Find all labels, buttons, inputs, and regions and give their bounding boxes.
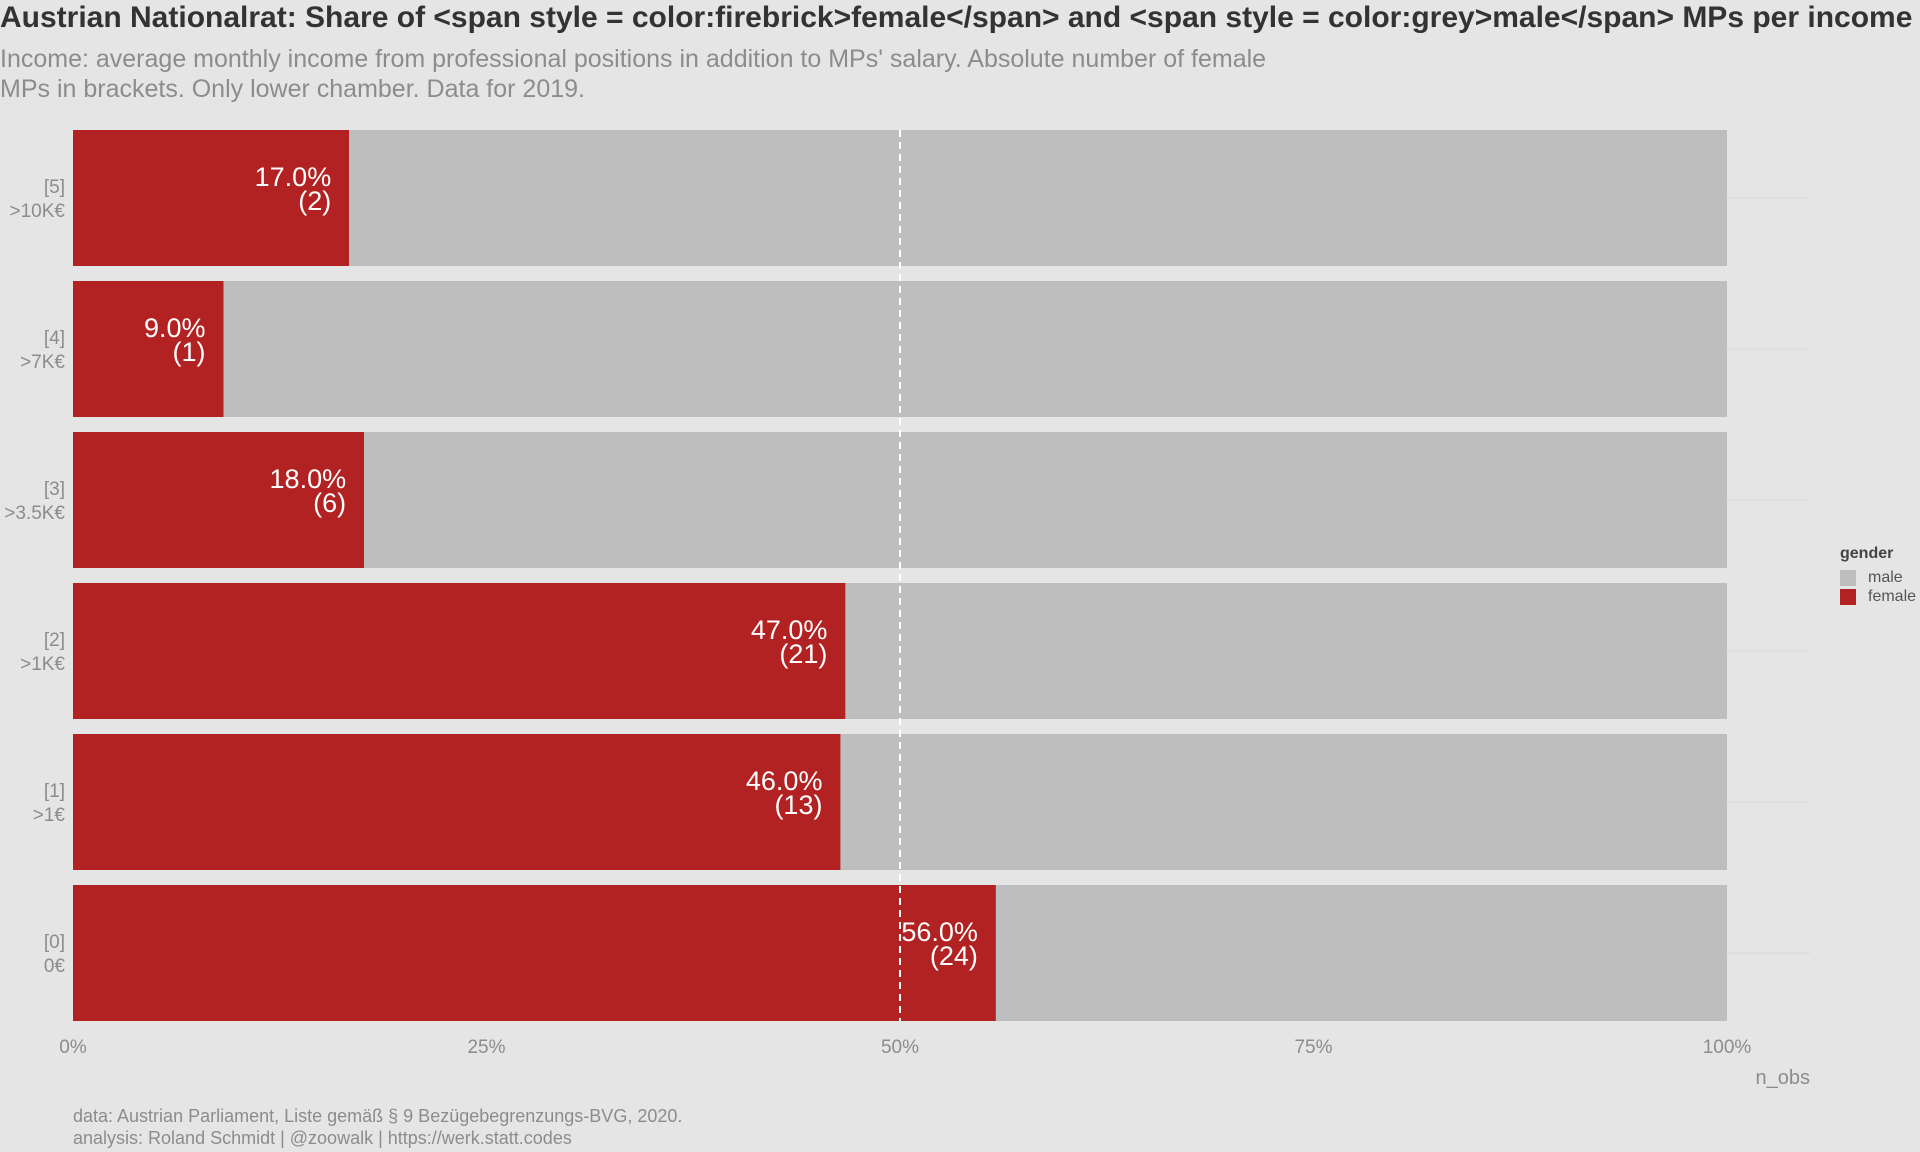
data-label-pct-0: 17.0%	[255, 162, 332, 192]
legend-item-male: male	[1840, 568, 1916, 587]
bar-female-5	[73, 885, 996, 1021]
y-tick-code-3: [2]	[44, 630, 65, 651]
x-axis-title: n_obs	[1756, 1067, 1811, 1089]
x-tick-label-3: 75%	[1294, 1037, 1332, 1058]
bar-female-3	[73, 583, 846, 719]
caption-line-data: data: Austrian Parliament, Liste gemäß §…	[73, 1106, 683, 1126]
y-tick-label-2: >3.5K€	[4, 503, 65, 524]
data-label-count-5: (24)	[930, 941, 978, 971]
bar-male-1	[223, 281, 1727, 417]
data-label-count-2: (6)	[313, 488, 346, 518]
y-tick-code-2: [3]	[44, 479, 65, 500]
legend-key-female	[1840, 588, 1856, 605]
data-label-pct-1: 9.0%	[144, 313, 206, 343]
y-tick-label-3: >1K€	[20, 654, 65, 675]
chart-subtitle: Income: average monthly income from prof…	[0, 45, 1267, 103]
data-label-pct-4: 46.0%	[746, 766, 823, 796]
legend-title: gender	[1840, 545, 1894, 562]
legend-label-female: female	[1868, 587, 1917, 605]
bar-female-2	[73, 432, 365, 568]
x-tick-label-0: 0%	[59, 1037, 87, 1058]
data-label-pct-2: 18.0%	[270, 464, 347, 494]
chart-title: Austrian Nationalrat: Share of <span sty…	[0, 1, 1920, 34]
bar-female-0	[73, 130, 350, 266]
y-tick-label-1: >7K€	[20, 352, 65, 373]
y-tick-label-4: >1€	[33, 805, 66, 826]
x-tick-label-1: 25%	[467, 1037, 505, 1058]
caption-line-analysis: analysis: Roland Schmidt | @zoowalk | ht…	[73, 1128, 572, 1148]
bar-female-4	[73, 734, 841, 870]
data-label-pct-5: 56.0%	[901, 917, 978, 947]
y-tick-code-5: [0]	[44, 932, 65, 953]
y-tick-code-0: [5]	[44, 177, 65, 198]
caption: data: Austrian Parliament, Liste gemäß §…	[73, 1105, 682, 1149]
y-tick-label-5: 0€	[44, 956, 66, 977]
data-label-count-3: (21)	[779, 639, 827, 669]
data-label-count-1: (1)	[173, 337, 206, 367]
bar-male-4	[840, 734, 1727, 870]
legend-item-female: female	[1840, 587, 1916, 606]
x-tick-label-2: 50%	[881, 1037, 919, 1058]
x-tick-label-4: 100%	[1703, 1037, 1752, 1058]
y-tick-code-1: [4]	[44, 328, 65, 349]
legend-label-male: male	[1868, 568, 1903, 586]
bar-male-5	[995, 885, 1727, 1021]
legend: gender male female	[1840, 544, 1916, 606]
legend-key-male	[1840, 569, 1856, 586]
data-label-count-4: (13)	[774, 790, 822, 820]
bar-female-1	[73, 281, 224, 417]
bar-male-2	[364, 432, 1727, 568]
y-tick-code-4: [1]	[44, 781, 65, 802]
data-label-count-0: (2)	[298, 186, 331, 216]
bar-male-3	[845, 583, 1727, 719]
y-tick-label-0: >10K€	[10, 201, 66, 222]
bar-male-0	[349, 130, 1727, 266]
data-label-pct-3: 47.0%	[751, 615, 828, 645]
